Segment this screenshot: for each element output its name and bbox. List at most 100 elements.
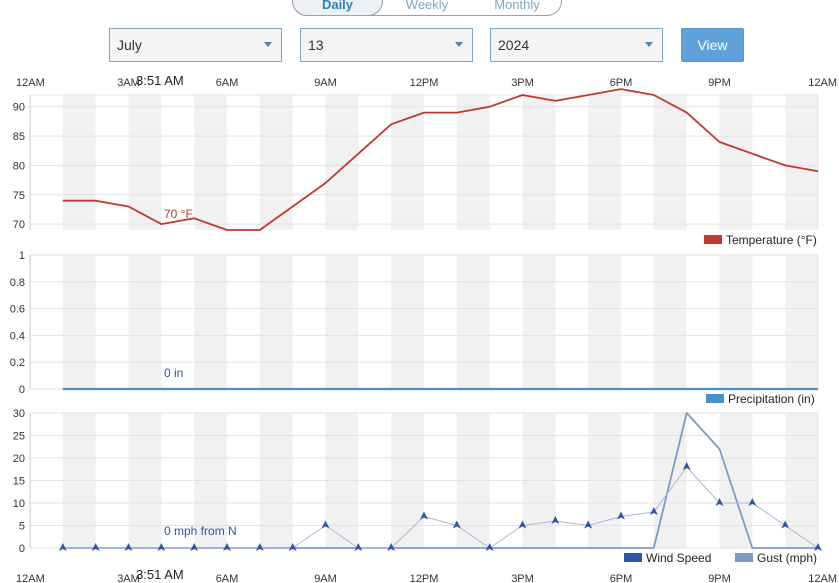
hour-band — [653, 95, 687, 230]
hour-band — [456, 255, 490, 389]
view-button[interactable]: View — [681, 28, 744, 62]
wind-arrow-marker — [715, 498, 724, 506]
hour-band — [588, 255, 621, 389]
y-tick-label: 0.2 — [10, 357, 25, 369]
wind-speed-legend-label: Wind Speed — [646, 551, 711, 565]
wind-arrow-marker — [814, 543, 822, 551]
panel-background-1 — [30, 254, 819, 389]
gust-legend-label: Gust (mph) — [757, 551, 817, 565]
y-tick-label: 75 — [13, 190, 25, 202]
wind-arrow-marker — [617, 511, 625, 520]
hour-band — [719, 95, 753, 230]
temperature-line — [62, 88, 819, 231]
y-tick-label: 1 — [19, 250, 25, 262]
cursor-time-label: 3:51 AM — [136, 73, 184, 88]
month-select[interactable]: July — [109, 28, 282, 62]
y-tick-label: 30 — [13, 408, 25, 420]
hour-band — [128, 255, 162, 389]
hour-band — [719, 255, 753, 389]
year-select[interactable]: 2024 — [490, 28, 663, 62]
y-tick-label: 10 — [13, 498, 25, 510]
year-select-value: 2024 — [498, 37, 530, 53]
y-tick-label: 15 — [13, 476, 25, 488]
wind-arrow-marker — [551, 516, 560, 524]
wind-arrow-marker — [387, 543, 396, 551]
temperature-swatch — [704, 235, 722, 244]
hour-band — [785, 95, 818, 230]
wind-arrow-marker — [223, 543, 231, 551]
y-tick-label: 85 — [13, 131, 25, 143]
x-tick-label-bottom: 6AM — [216, 573, 239, 583]
wind-arrow-marker — [321, 520, 330, 529]
wind-arrow-marker — [255, 543, 264, 551]
y-tick-label: 0.6 — [10, 304, 25, 316]
wind-arrow-marker — [748, 498, 757, 506]
x-tick-label-top: 12AM — [16, 77, 45, 89]
precipitation-readout: 0 in — [164, 366, 183, 380]
x-tick-label-top: 3AM — [117, 77, 140, 89]
wind-arrow-marker — [682, 462, 691, 470]
wind-arrow-marker — [420, 511, 428, 520]
wind-readout: 0 mph from N — [164, 524, 237, 538]
day-select[interactable]: 13 — [300, 28, 473, 62]
wind-arrow-marker — [58, 543, 67, 551]
hour-band — [522, 95, 556, 230]
y-tick-label: 0.4 — [10, 330, 25, 342]
wind-arrow-marker — [485, 543, 494, 551]
panel-background-0 — [30, 94, 819, 230]
chevron-down-icon — [455, 42, 463, 47]
x-tick-label-bottom: 12AM — [16, 573, 45, 583]
temperature-legend-label: Temperature (°F) — [726, 233, 817, 247]
precipitation-swatch — [706, 394, 724, 403]
y-tick-label: 25 — [13, 431, 25, 443]
wind-arrow-marker — [190, 543, 199, 551]
x-tick-label-bottom: 3PM — [511, 573, 534, 583]
hour-band — [653, 255, 687, 389]
wind-arrow-marker — [518, 520, 527, 529]
x-tick-label-top: 3PM — [511, 77, 534, 89]
hour-band — [62, 95, 96, 230]
hour-band — [785, 255, 818, 389]
y-tick-label: 5 — [19, 521, 25, 533]
hour-band — [325, 255, 359, 389]
x-tick-label-top: 9AM — [314, 77, 337, 89]
hour-band — [522, 255, 556, 389]
x-tick-label-top: 6PM — [610, 77, 633, 89]
wind-arrow-marker — [781, 520, 790, 529]
wind-arrow-marker — [157, 543, 166, 551]
y-tick-label: 0 — [19, 543, 25, 555]
precipitation-legend-label: Precipitation (in) — [728, 392, 815, 406]
cursor-time-label: 3:51 AM — [136, 567, 184, 582]
temperature-readout: 70 °F — [164, 207, 193, 221]
wind-arrow-marker — [649, 507, 658, 515]
wind-arrow-marker — [452, 520, 461, 529]
y-tick-label: 70 — [13, 219, 25, 231]
hour-band — [194, 255, 227, 389]
tab-weekly[interactable]: Weekly — [405, 0, 449, 12]
wind-arrow-marker — [91, 543, 100, 551]
hour-band — [456, 95, 490, 230]
wind-arrow-marker — [124, 543, 133, 551]
x-tick-label-top: 12PM — [410, 77, 439, 89]
hour-band — [325, 95, 359, 230]
x-tick-label-top: 6AM — [216, 77, 239, 89]
chevron-down-icon — [264, 42, 272, 47]
month-select-value: July — [117, 37, 142, 53]
hour-band — [391, 255, 424, 389]
y-tick-label: 90 — [13, 102, 25, 114]
wind-arrow-marker — [584, 520, 593, 529]
x-tick-label-bottom: 12AM — [808, 573, 837, 583]
tab-monthly[interactable]: Monthly — [494, 0, 540, 12]
hour-band — [588, 95, 621, 230]
y-tick-label: 20 — [13, 453, 25, 465]
x-tick-label-bottom: 3AM — [117, 573, 140, 583]
y-tick-label: 80 — [13, 160, 25, 172]
x-tick-label-top: 9PM — [708, 77, 731, 89]
hour-band — [128, 95, 162, 230]
gust-swatch — [735, 553, 753, 562]
x-tick-label-bottom: 9AM — [314, 573, 337, 583]
chevron-down-icon — [645, 42, 653, 47]
x-tick-label-bottom: 9PM — [708, 573, 731, 583]
hour-band — [62, 255, 96, 389]
